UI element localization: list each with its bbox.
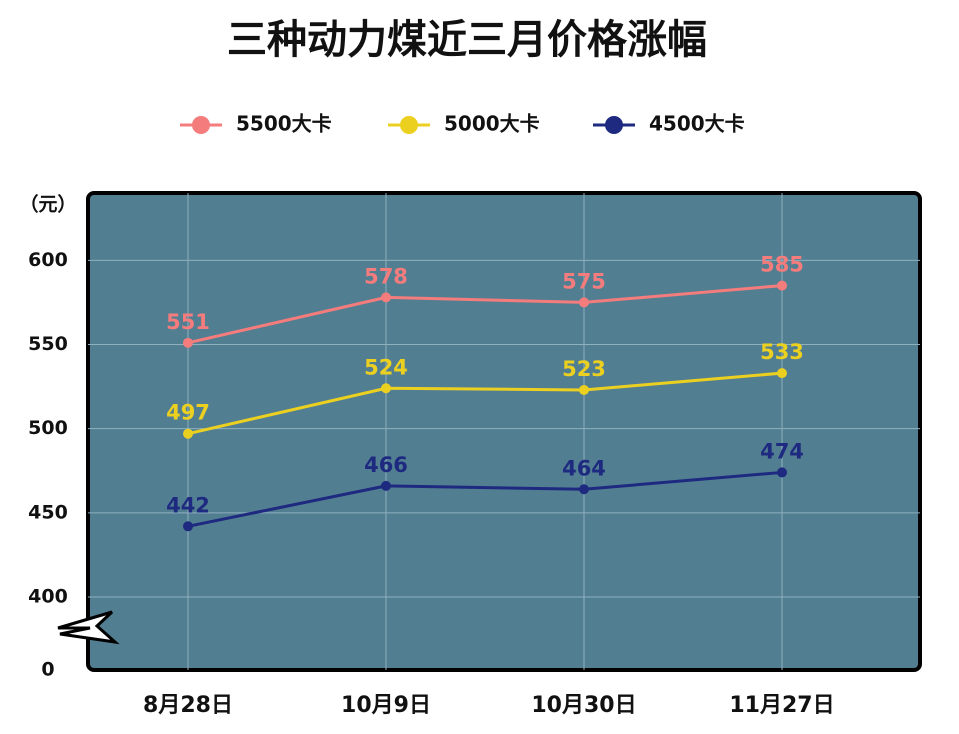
axis-break <box>57 610 120 645</box>
point <box>381 383 391 394</box>
legend-label: 5000大卡 <box>444 112 540 136</box>
value-label: 464 <box>562 456 606 480</box>
y-tick-label: 550 <box>28 333 68 355</box>
point <box>579 484 589 495</box>
y-axis-label: （元） <box>19 193 76 216</box>
y-tick-label: 450 <box>28 501 68 523</box>
point <box>777 368 787 379</box>
point <box>777 280 787 291</box>
point <box>579 384 589 395</box>
legend-label: 5500大卡 <box>236 112 332 136</box>
x-tick-label: 10月9日 <box>341 693 431 718</box>
point <box>579 297 589 308</box>
y-tick-label: 500 <box>28 417 68 439</box>
point <box>777 467 787 478</box>
point <box>183 337 193 348</box>
y-tick-label: 600 <box>28 249 68 271</box>
value-label: 585 <box>760 253 804 277</box>
point <box>183 428 193 439</box>
value-label: 533 <box>760 340 804 364</box>
value-label: 524 <box>364 355 408 379</box>
point <box>381 292 391 303</box>
chart-title: 三种动力煤近三月价格涨幅 <box>227 17 707 63</box>
value-label: 442 <box>166 493 210 517</box>
legend-marker <box>400 116 418 134</box>
x-tick-label: 8月28日 <box>143 693 233 718</box>
y-tick-label: 0 <box>41 659 54 681</box>
series-line <box>187 470 783 528</box>
y-tick-label: 400 <box>28 586 68 608</box>
legend-marker <box>605 116 623 134</box>
legend-label: 4500大卡 <box>649 112 745 136</box>
x-tick-label: 10月30日 <box>531 693 636 718</box>
value-label: 497 <box>166 401 210 425</box>
value-label: 551 <box>166 310 210 334</box>
value-label: 466 <box>364 453 408 477</box>
series-line <box>187 371 783 436</box>
value-label: 578 <box>364 264 408 288</box>
x-tick-label: 11月27日 <box>729 693 834 718</box>
value-label: 575 <box>562 269 606 293</box>
point <box>183 521 193 532</box>
point <box>381 480 391 491</box>
value-label: 523 <box>562 357 606 381</box>
series-line <box>187 284 783 345</box>
legend-marker <box>192 116 210 134</box>
plot-area <box>86 191 922 672</box>
value-label: 474 <box>760 439 804 463</box>
